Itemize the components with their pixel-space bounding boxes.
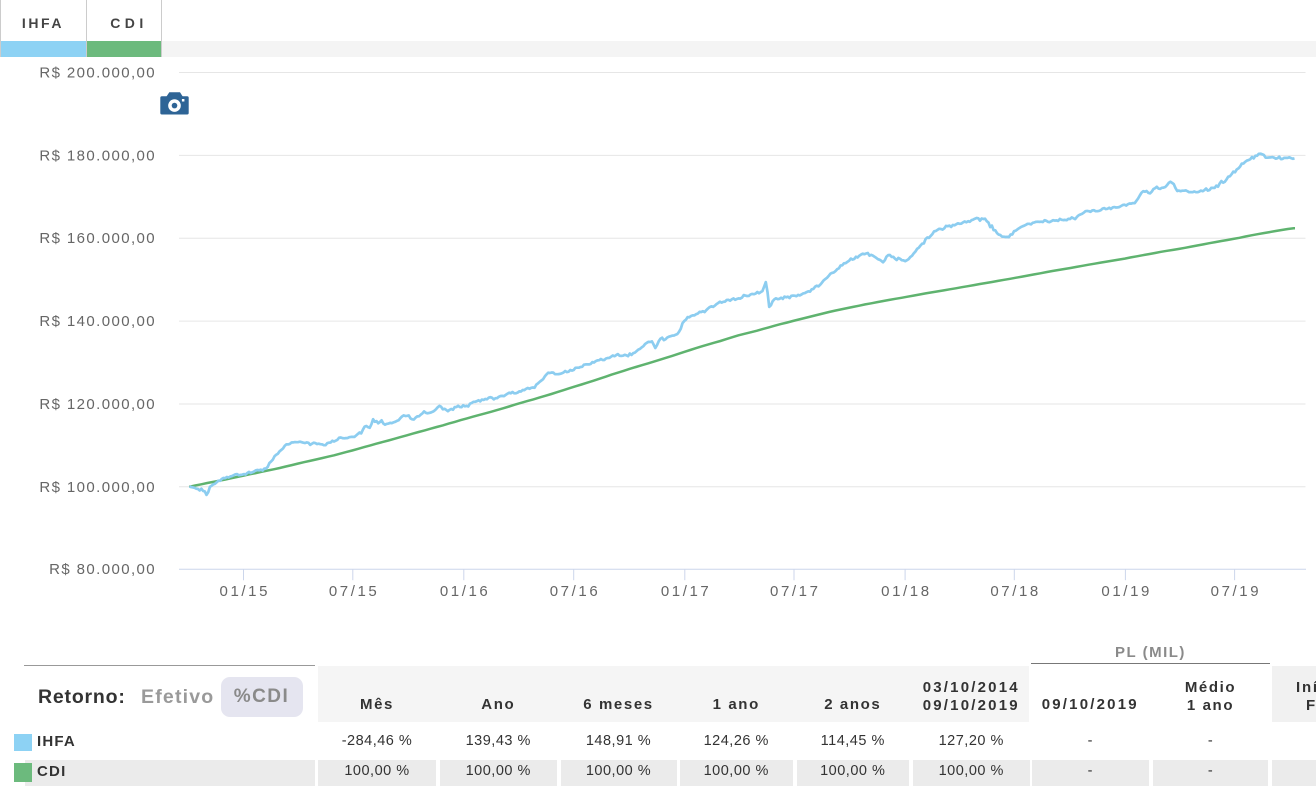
svg-text:01/19: 01/19: [1101, 583, 1152, 600]
svg-text:01/16: 01/16: [440, 583, 491, 600]
svg-text:R$ 140.000,00: R$ 140.000,00: [39, 313, 156, 330]
svg-text:R$ 160.000,00: R$ 160.000,00: [39, 230, 156, 247]
svg-text:01/18: 01/18: [881, 583, 932, 600]
svg-text:01/17: 01/17: [661, 583, 712, 600]
svg-text:R$ 80.000,00: R$ 80.000,00: [49, 561, 156, 578]
svg-text:07/19: 07/19: [1211, 583, 1262, 600]
svg-text:R$ 120.000,00: R$ 120.000,00: [39, 396, 156, 413]
svg-text:R$ 200.000,00: R$ 200.000,00: [39, 65, 156, 82]
svg-text:R$ 100.000,00: R$ 100.000,00: [39, 479, 156, 496]
svg-text:01/15: 01/15: [220, 583, 271, 600]
svg-text:R$ 180.000,00: R$ 180.000,00: [39, 147, 156, 164]
svg-text:07/16: 07/16: [550, 583, 601, 600]
svg-text:07/18: 07/18: [990, 583, 1041, 600]
svg-text:07/17: 07/17: [770, 583, 821, 600]
svg-text:07/15: 07/15: [329, 583, 380, 600]
